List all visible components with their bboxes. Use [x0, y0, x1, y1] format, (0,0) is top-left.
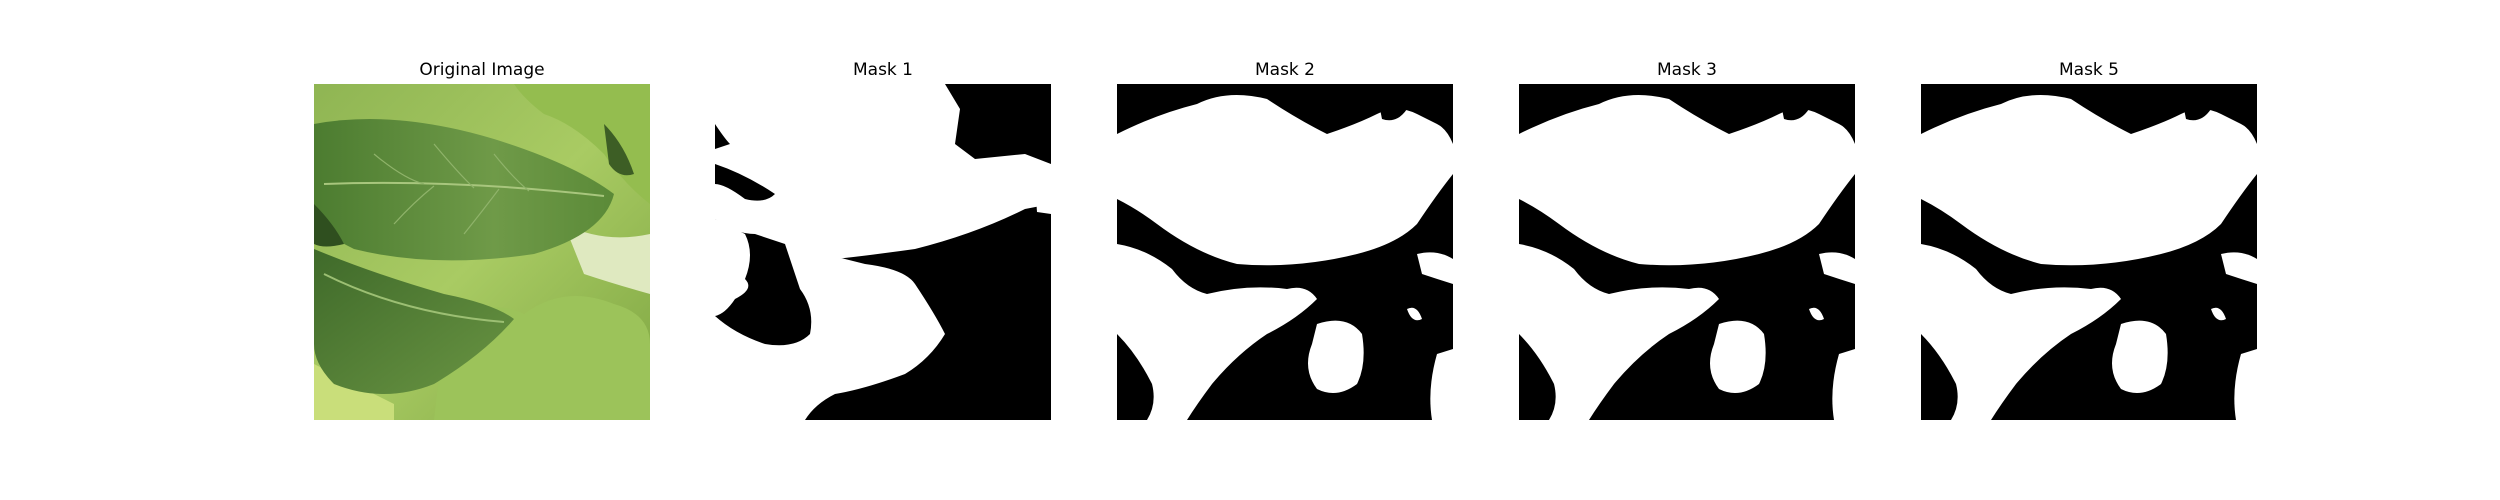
original-image [314, 84, 650, 420]
panel-title: Mask 2 [1254, 60, 1315, 80]
mask-5-image [1921, 84, 2257, 420]
mask-1-image [715, 84, 1051, 420]
mask-2-image [1117, 84, 1453, 420]
panel-title: Mask 1 [852, 60, 913, 80]
panel-title: Mask 3 [1656, 60, 1717, 80]
mask-3-image [1519, 84, 1855, 420]
panel-title: Original Image [419, 60, 545, 80]
panel-title: Mask 5 [2058, 60, 2119, 80]
